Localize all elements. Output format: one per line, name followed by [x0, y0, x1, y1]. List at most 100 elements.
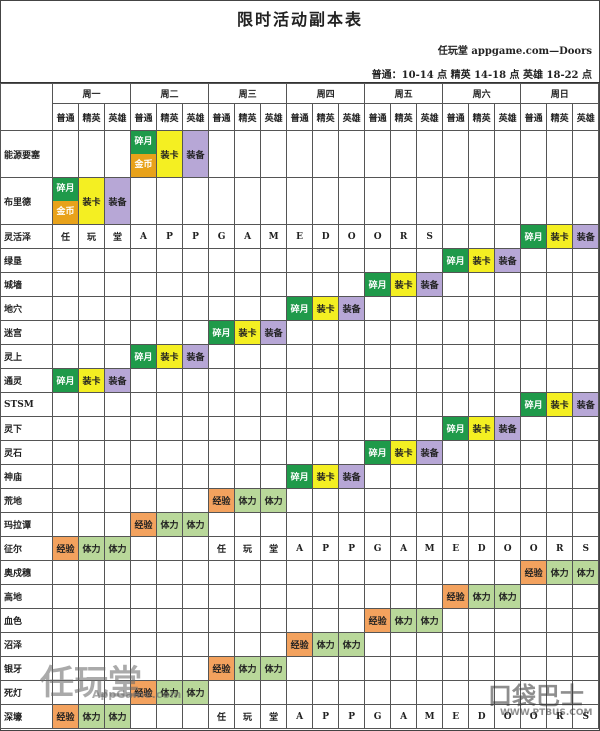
schedule-cell [520, 584, 548, 609]
schedule-cell [103, 488, 132, 513]
schedule-cell [546, 296, 574, 321]
schedule-cell: 体力 [572, 560, 600, 585]
tier-header: 英雄 [103, 103, 132, 131]
schedule-cell [546, 130, 574, 178]
schedule-cell [260, 248, 288, 273]
schedule-cell [312, 272, 340, 297]
schedule-cell [182, 392, 210, 417]
schedule-cell [78, 344, 105, 369]
table-row: 死灯 经验 体力 体力 [0, 680, 600, 705]
schedule-cell: 装备 [494, 248, 522, 273]
schedule-cell [416, 560, 444, 585]
schedule-cell [494, 130, 522, 178]
schedule-cell: 体力 [312, 632, 340, 657]
schedule-cell [260, 560, 288, 585]
schedule-cell: 装备 [572, 392, 600, 417]
schedule-cell [494, 440, 522, 465]
schedule-cell: 体力 [234, 488, 262, 513]
schedule-cell: 体力 [103, 704, 132, 729]
schedule-cell [546, 608, 574, 633]
schedule-cell: 碎月 [130, 344, 158, 369]
schedule-cell: P [312, 704, 340, 729]
schedule-cell [234, 440, 262, 465]
schedule-cell: 体力 [156, 680, 184, 705]
schedule-cell [52, 272, 79, 297]
schedule-cell [156, 368, 184, 393]
tier-header: 精英 [312, 103, 340, 131]
schedule-cell [52, 488, 79, 513]
schedule-cell: D [468, 704, 496, 729]
schedule-cell [442, 224, 470, 249]
schedule-cell [78, 560, 105, 585]
schedule-cell [572, 416, 600, 441]
schedule-cell [572, 488, 600, 513]
schedule-cell [234, 296, 262, 321]
schedule-cell: 经验 [208, 488, 236, 513]
schedule-cell [103, 584, 132, 609]
schedule-cell: 装卡 [312, 464, 340, 489]
schedule-cell [182, 584, 210, 609]
schedule-cell: O [520, 536, 548, 561]
schedule-cell [390, 632, 418, 657]
table-row: STSM 碎月 装卡 装备 [0, 392, 600, 417]
schedule-cell [156, 584, 184, 609]
schedule-cell [546, 440, 574, 465]
schedule-cell [546, 368, 574, 393]
schedule-cell [520, 344, 548, 369]
tier-header: 普通 [52, 103, 79, 131]
watermark-logo-left: 任玩堂 [40, 663, 142, 703]
schedule-cell [312, 560, 340, 585]
schedule-cell: 玩 [234, 704, 262, 729]
schedule-cell: 任 [52, 224, 79, 249]
schedule-cell: 经验 [208, 656, 236, 681]
schedule-cell: 体力 [78, 536, 105, 561]
schedule-cell [208, 608, 236, 633]
schedule-cell [130, 248, 158, 273]
tier-header: 普通 [364, 103, 392, 131]
schedule-cell [208, 440, 236, 465]
schedule-cell [234, 177, 262, 225]
schedule-cell: A [130, 224, 158, 249]
schedule-cell [520, 632, 548, 657]
schedule-cell [338, 584, 366, 609]
schedule-cell: 体力 [234, 656, 262, 681]
schedule-cell: 经验 [286, 632, 314, 657]
tier-header: 普通 [520, 103, 548, 131]
schedule-cell: 装卡 [234, 320, 262, 345]
schedule-cell [260, 608, 288, 633]
schedule-cell [494, 632, 522, 657]
tier-header: 精英 [78, 103, 105, 131]
schedule-cell [338, 440, 366, 465]
schedule-cell [182, 464, 210, 489]
schedule-cell [364, 344, 392, 369]
schedule-cell [338, 608, 366, 633]
schedule-cell [468, 296, 496, 321]
schedule-cell [156, 632, 184, 657]
schedule-cell [390, 512, 418, 537]
schedule-cell [572, 344, 600, 369]
schedule-cell [338, 272, 366, 297]
schedule-cell [260, 416, 288, 441]
schedule-cell [572, 464, 600, 489]
schedule-cell: A [390, 536, 418, 561]
schedule-cell [234, 584, 262, 609]
schedule-cell [130, 704, 158, 729]
schedule-cell [364, 680, 392, 705]
schedule-cell [156, 536, 184, 561]
schedule-cell: G [364, 536, 392, 561]
schedule-cell [546, 177, 574, 225]
instance-name: 布里德 [0, 177, 53, 225]
schedule-cell [156, 177, 184, 225]
schedule-cell [156, 392, 184, 417]
schedule-cell [494, 296, 522, 321]
schedule-cell [130, 584, 158, 609]
schedule-cell [156, 488, 184, 513]
schedule-cell [468, 560, 496, 585]
schedule-cell: 装卡 [390, 440, 418, 465]
schedule-cell: 装卡 [546, 224, 574, 249]
schedule-cell: 堂 [103, 224, 132, 249]
schedule-cell [130, 488, 158, 513]
schedule-cell [468, 488, 496, 513]
schedule-cell: M [260, 224, 288, 249]
schedule-cell [182, 368, 210, 393]
